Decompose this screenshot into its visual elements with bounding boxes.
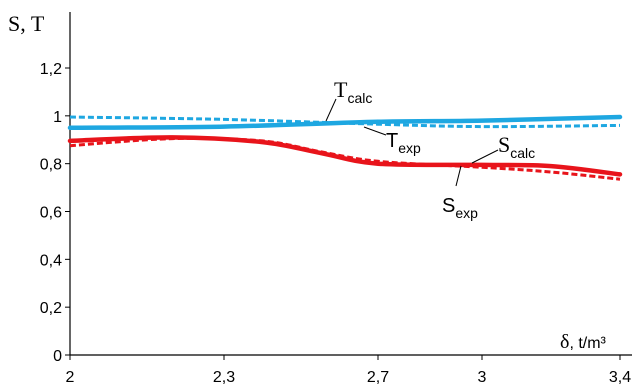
label-leader-line bbox=[325, 98, 337, 122]
series-label-s-calc: Scalc bbox=[498, 132, 535, 161]
label-leader-line bbox=[471, 149, 499, 164]
series-line-s-calc bbox=[67, 135, 623, 177]
x-tick-label: 3 bbox=[478, 369, 487, 386]
series-group bbox=[67, 114, 623, 181]
series-label-t-exp: Texp bbox=[386, 130, 421, 156]
y-tick-label: 0,6 bbox=[40, 205, 62, 222]
x-tick-label: 2,7 bbox=[367, 369, 389, 386]
x-axis-label-symbol: δ bbox=[560, 331, 569, 353]
y-ticks: 0 0,2 0,4 0,6 0,8 1 1,2 bbox=[40, 61, 70, 365]
axes bbox=[69, 12, 632, 356]
y-tick-label: 0,8 bbox=[40, 157, 62, 174]
series-label-t-calc: Tcalc bbox=[334, 77, 372, 106]
series-labels: Tcalc Texp Scalc Sexp bbox=[325, 77, 535, 221]
label-leader-line bbox=[363, 126, 387, 136]
y-tick-label: 1 bbox=[53, 109, 62, 126]
y-axis-label: S, T bbox=[8, 11, 45, 36]
y-tick-label: 0,4 bbox=[40, 252, 62, 269]
y-tick-label: 0 bbox=[53, 348, 62, 365]
x-ticks: 2 2,3 2,7 3 3,4 bbox=[66, 355, 631, 386]
series-line-t-exp bbox=[69, 115, 621, 129]
y-tick-label: 0,2 bbox=[40, 300, 62, 317]
y-tick-label: 1,2 bbox=[40, 61, 62, 78]
x-axis-label-unit: , t/m³ bbox=[569, 335, 606, 352]
x-tick-label: 2 bbox=[66, 369, 75, 386]
x-tick-label: 2,3 bbox=[213, 369, 235, 386]
series-line-t-calc bbox=[67, 114, 623, 131]
series-line-s-exp bbox=[69, 136, 621, 181]
x-tick-label: 3,4 bbox=[609, 369, 631, 386]
label-leader-line bbox=[455, 165, 462, 187]
series-label-s-exp: Sexp bbox=[442, 195, 478, 221]
x-axis-label: δ, t/m³ bbox=[560, 331, 607, 353]
